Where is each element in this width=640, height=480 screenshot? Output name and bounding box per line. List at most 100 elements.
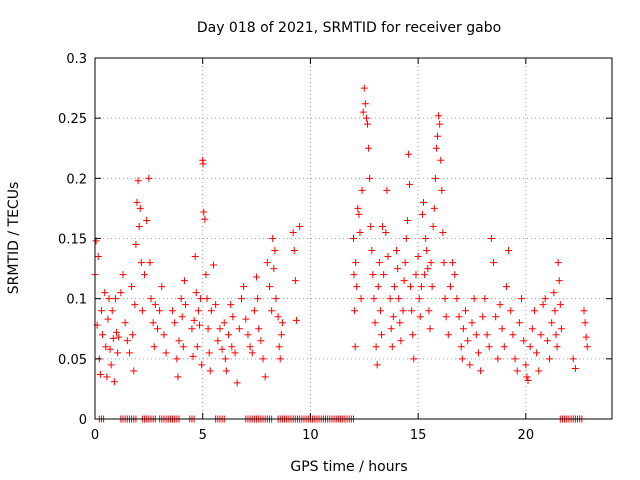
data-point bbox=[263, 259, 271, 267]
data-point bbox=[162, 349, 170, 357]
data-point bbox=[424, 265, 432, 273]
data-point bbox=[179, 343, 187, 351]
y-tick-label: 0.15 bbox=[58, 233, 87, 248]
data-point bbox=[414, 253, 422, 261]
data-point bbox=[401, 259, 409, 267]
data-point bbox=[240, 283, 248, 291]
data-point bbox=[119, 271, 127, 279]
data-point bbox=[255, 325, 263, 333]
data-point bbox=[555, 277, 563, 285]
data-point bbox=[359, 108, 367, 116]
data-point bbox=[422, 235, 430, 242]
data-point bbox=[254, 295, 262, 303]
data-point bbox=[123, 337, 131, 345]
data-point bbox=[528, 325, 536, 333]
data-point bbox=[481, 295, 489, 303]
data-point bbox=[369, 271, 377, 279]
data-point bbox=[237, 295, 245, 303]
data-point bbox=[557, 325, 565, 333]
data-point bbox=[129, 331, 137, 339]
data-point bbox=[151, 301, 159, 309]
data-point bbox=[375, 259, 383, 267]
data-point bbox=[556, 301, 564, 309]
data-point bbox=[436, 120, 444, 128]
data-point bbox=[207, 307, 215, 315]
data-point bbox=[367, 222, 375, 230]
x-tick-label: 10 bbox=[302, 428, 319, 443]
data-point bbox=[275, 343, 283, 351]
data-point bbox=[490, 259, 498, 267]
data-point bbox=[235, 325, 243, 333]
data-point bbox=[189, 352, 197, 360]
data-point bbox=[357, 295, 365, 303]
y-tick-label: 0.05 bbox=[58, 353, 87, 368]
data-point bbox=[432, 144, 440, 152]
data-point bbox=[355, 210, 363, 218]
data-point bbox=[407, 283, 415, 291]
data-point bbox=[198, 361, 206, 369]
data-point bbox=[194, 307, 202, 315]
x-tick-label: 0 bbox=[91, 428, 99, 443]
data-point bbox=[106, 345, 114, 353]
data-point bbox=[390, 283, 398, 291]
data-point bbox=[248, 349, 256, 357]
data-point bbox=[102, 343, 110, 351]
data-point bbox=[351, 307, 359, 315]
data-point bbox=[423, 247, 431, 255]
data-point bbox=[449, 259, 457, 267]
data-point bbox=[470, 295, 478, 303]
data-point bbox=[437, 156, 445, 164]
data-point bbox=[446, 283, 454, 291]
data-point bbox=[191, 253, 199, 261]
data-point bbox=[371, 319, 379, 327]
data-point bbox=[351, 343, 359, 351]
data-point bbox=[441, 295, 449, 303]
data-point bbox=[113, 328, 121, 336]
data-point bbox=[485, 343, 493, 351]
data-point bbox=[104, 315, 112, 323]
data-point bbox=[487, 235, 495, 242]
y-tick-label: 0.3 bbox=[66, 52, 87, 67]
data-point bbox=[535, 367, 543, 375]
data-point bbox=[292, 316, 300, 324]
x-tick-label: 15 bbox=[410, 428, 427, 443]
data-point bbox=[410, 355, 418, 363]
data-point bbox=[571, 364, 579, 372]
data-point bbox=[160, 331, 168, 339]
data-point bbox=[291, 277, 299, 285]
data-point bbox=[197, 295, 205, 303]
data-point bbox=[502, 283, 510, 291]
data-point bbox=[526, 343, 534, 351]
data-point bbox=[272, 295, 280, 303]
data-point bbox=[429, 222, 437, 230]
data-point bbox=[474, 349, 482, 357]
data-point bbox=[364, 120, 372, 128]
data-point bbox=[214, 337, 222, 345]
data-point bbox=[117, 289, 125, 297]
data-point bbox=[274, 313, 282, 321]
data-point bbox=[203, 295, 211, 303]
data-point bbox=[149, 319, 157, 327]
data-point bbox=[205, 349, 213, 357]
data-point bbox=[425, 307, 433, 315]
data-point bbox=[131, 301, 139, 309]
data-point bbox=[464, 337, 472, 345]
data-point bbox=[171, 319, 179, 327]
data-point bbox=[233, 379, 241, 387]
data-point bbox=[442, 313, 450, 321]
data-point bbox=[483, 331, 491, 339]
data-point bbox=[524, 376, 532, 384]
data-point bbox=[257, 337, 265, 345]
data-point bbox=[229, 313, 237, 321]
data-point bbox=[477, 367, 485, 375]
data-point bbox=[539, 301, 547, 309]
data-point bbox=[173, 355, 181, 363]
data-point bbox=[270, 265, 278, 273]
data-point bbox=[361, 100, 369, 108]
data-point bbox=[434, 132, 442, 140]
data-point bbox=[428, 283, 436, 291]
data-point bbox=[462, 307, 470, 315]
data-point bbox=[276, 355, 284, 363]
data-point bbox=[368, 247, 376, 255]
data-point bbox=[520, 337, 528, 345]
